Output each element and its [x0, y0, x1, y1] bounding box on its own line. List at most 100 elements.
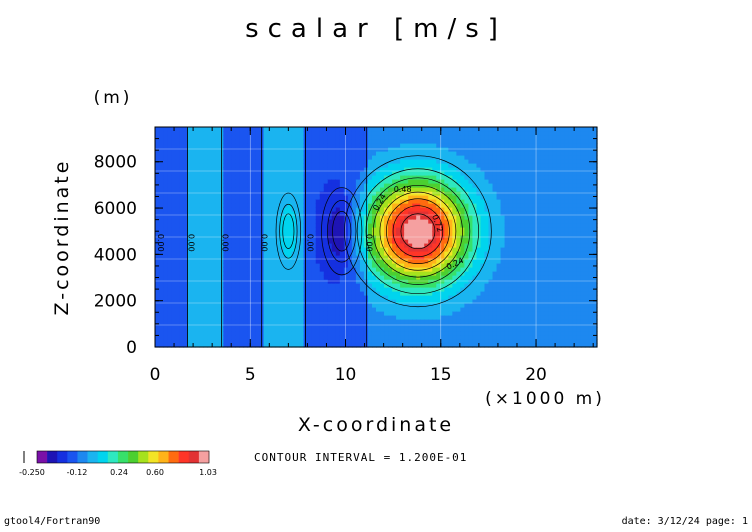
field-cell	[347, 271, 353, 276]
field-cell	[444, 247, 449, 252]
field-cell	[343, 219, 349, 224]
field-cell	[484, 175, 490, 180]
field-cell	[456, 255, 461, 260]
field-cell	[223, 203, 228, 208]
field-cell	[175, 195, 180, 200]
field-cell	[163, 223, 168, 228]
field-cell	[371, 155, 377, 160]
field-cell	[307, 255, 313, 260]
field-cell	[484, 131, 490, 136]
field-cell	[460, 319, 465, 324]
field-cell	[432, 163, 437, 168]
field-cell	[371, 159, 377, 164]
field-cell	[291, 199, 297, 204]
field-cell	[331, 263, 337, 268]
field-cell	[380, 223, 385, 228]
field-cell	[215, 267, 220, 272]
field-cell	[488, 307, 494, 312]
field-cell	[311, 255, 317, 260]
field-cell	[504, 287, 510, 292]
field-cell	[175, 127, 180, 132]
field-cell	[255, 219, 261, 224]
field-cell	[408, 199, 413, 204]
field-cell	[279, 263, 285, 268]
field-cell	[472, 243, 478, 248]
field-cell	[476, 251, 482, 256]
field-cell	[376, 327, 381, 332]
field-cell	[440, 179, 445, 184]
field-cell	[183, 171, 188, 176]
field-cell	[223, 319, 228, 324]
field-cell	[472, 315, 478, 320]
field-cell	[263, 219, 269, 224]
field-cell	[159, 327, 164, 332]
field-cell	[388, 231, 393, 236]
field-cell	[163, 287, 168, 292]
field-cell	[231, 227, 236, 232]
field-cell	[307, 319, 313, 324]
field-cell	[355, 343, 361, 348]
field-cell	[500, 131, 506, 136]
field-cell	[251, 219, 257, 224]
field-cell	[319, 155, 325, 160]
field-cell	[159, 231, 164, 236]
field-cell	[243, 207, 249, 212]
field-cell	[223, 343, 228, 348]
field-cell	[251, 199, 257, 204]
field-cell	[247, 203, 253, 208]
field-cell	[267, 267, 273, 272]
field-cell	[516, 211, 522, 216]
field-cell	[380, 307, 385, 312]
field-cell	[412, 131, 417, 136]
field-cell	[460, 151, 465, 156]
field-cell	[351, 311, 357, 316]
field-cell	[508, 143, 514, 148]
field-cell	[472, 223, 478, 228]
field-cell	[159, 227, 164, 232]
field-cell	[271, 143, 277, 148]
field-cell	[392, 343, 397, 348]
field-cell	[239, 183, 244, 188]
field-cell	[480, 339, 486, 344]
field-cell	[355, 271, 361, 276]
field-cell	[183, 307, 188, 312]
field-cell	[355, 187, 361, 192]
field-cell	[508, 243, 514, 248]
field-cell	[235, 183, 240, 188]
field-cell	[500, 315, 506, 320]
field-cell	[476, 199, 482, 204]
field-cell	[412, 199, 417, 204]
field-cell	[432, 271, 437, 276]
field-cell	[404, 295, 409, 300]
field-cell	[271, 315, 277, 320]
field-cell	[215, 167, 220, 172]
field-cell	[472, 263, 478, 268]
field-cell	[460, 303, 465, 308]
field-cell	[295, 151, 301, 156]
field-cell	[388, 267, 393, 272]
field-cell	[508, 259, 514, 264]
field-cell	[432, 291, 437, 296]
field-cell	[255, 255, 261, 260]
field-cell	[211, 295, 216, 300]
field-cell	[287, 187, 293, 192]
field-cell	[355, 211, 361, 216]
field-cell	[420, 247, 425, 252]
field-cell	[191, 139, 196, 144]
field-cell	[343, 283, 349, 288]
field-cell	[452, 339, 457, 344]
field-cell	[287, 195, 293, 200]
field-cell	[432, 299, 437, 304]
field-cell	[319, 311, 325, 316]
field-cell	[376, 259, 381, 264]
field-cell	[424, 127, 429, 132]
field-cell	[355, 327, 361, 332]
field-cell	[175, 179, 180, 184]
field-cell	[283, 251, 289, 256]
field-cell	[223, 331, 228, 336]
field-cell	[195, 187, 200, 192]
field-cell	[408, 171, 413, 176]
field-cell	[307, 231, 313, 236]
field-cell	[263, 179, 269, 184]
field-cell	[388, 131, 393, 136]
